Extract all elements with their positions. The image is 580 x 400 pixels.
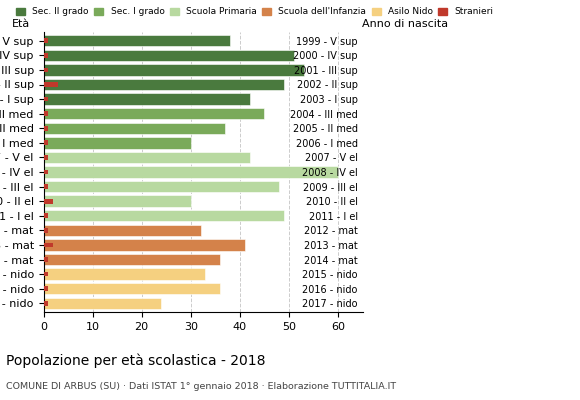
Bar [44,166,338,178]
Bar [44,122,225,134]
Bar [44,242,53,247]
Bar [44,111,48,116]
Bar [44,155,48,160]
Bar [44,53,48,58]
Legend: Sec. II grado, Sec. I grado, Scuola Primaria, Scuola dell'Infanzia, Asilo Nido, : Sec. II grado, Sec. I grado, Scuola Prim… [16,7,494,16]
Bar [44,97,48,102]
Bar [44,184,48,189]
Bar [44,82,58,87]
Bar [44,50,294,61]
Bar [44,210,284,222]
Bar [44,93,249,105]
Bar [44,301,48,306]
Bar [44,64,303,76]
Bar [44,213,48,218]
Bar [44,126,48,131]
Text: Età: Età [12,19,30,29]
Bar [44,283,220,294]
Bar [44,79,284,90]
Bar [44,286,48,291]
Text: Anno di nascita: Anno di nascita [362,19,448,29]
Bar [44,199,53,204]
Bar [44,268,205,280]
Bar [44,196,191,207]
Bar [44,298,161,309]
Bar [44,170,48,174]
Bar [44,152,249,163]
Bar [44,140,48,145]
Text: Popolazione per età scolastica - 2018: Popolazione per età scolastica - 2018 [6,354,265,368]
Bar [44,228,48,233]
Text: COMUNE DI ARBUS (SU) · Dati ISTAT 1° gennaio 2018 · Elaborazione TUTTITALIA.IT: COMUNE DI ARBUS (SU) · Dati ISTAT 1° gen… [6,382,396,391]
Bar [44,254,220,265]
Bar [44,137,191,148]
Bar [44,257,48,262]
Bar [44,108,264,119]
Bar [44,225,201,236]
Bar [44,239,245,251]
Bar [44,272,48,276]
Bar [44,35,230,46]
Bar [44,38,48,43]
Bar [44,68,48,72]
Bar [44,181,279,192]
